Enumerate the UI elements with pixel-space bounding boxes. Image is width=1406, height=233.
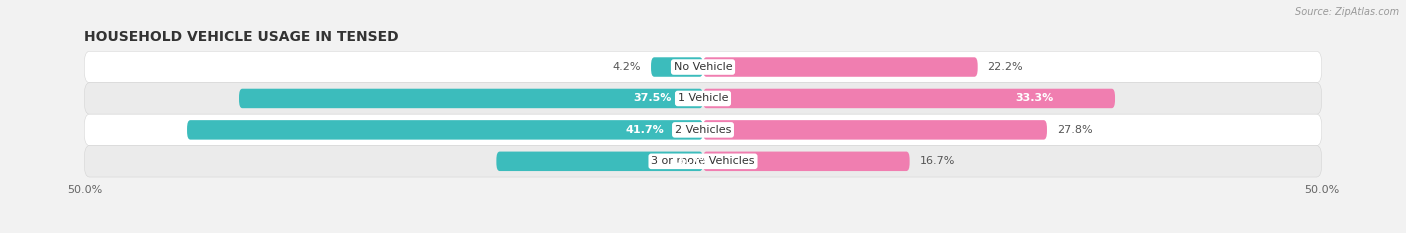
FancyBboxPatch shape — [703, 152, 910, 171]
FancyBboxPatch shape — [84, 51, 1322, 83]
Text: HOUSEHOLD VEHICLE USAGE IN TENSED: HOUSEHOLD VEHICLE USAGE IN TENSED — [84, 30, 399, 44]
Text: 1 Vehicle: 1 Vehicle — [678, 93, 728, 103]
FancyBboxPatch shape — [84, 146, 1322, 177]
FancyBboxPatch shape — [187, 120, 703, 140]
FancyBboxPatch shape — [84, 83, 1322, 114]
FancyBboxPatch shape — [239, 89, 703, 108]
Text: 16.7%: 16.7% — [920, 156, 955, 166]
FancyBboxPatch shape — [703, 89, 1115, 108]
Text: Source: ZipAtlas.com: Source: ZipAtlas.com — [1295, 7, 1399, 17]
FancyBboxPatch shape — [703, 57, 977, 77]
Text: 33.3%: 33.3% — [1015, 93, 1053, 103]
Text: 3 or more Vehicles: 3 or more Vehicles — [651, 156, 755, 166]
FancyBboxPatch shape — [84, 114, 1322, 146]
Legend: Owner-occupied, Renter-occupied: Owner-occupied, Renter-occupied — [583, 231, 823, 233]
Text: 4.2%: 4.2% — [613, 62, 641, 72]
Text: 2 Vehicles: 2 Vehicles — [675, 125, 731, 135]
Text: 27.8%: 27.8% — [1057, 125, 1092, 135]
Text: 16.7%: 16.7% — [672, 156, 711, 166]
Text: 22.2%: 22.2% — [987, 62, 1024, 72]
FancyBboxPatch shape — [703, 120, 1047, 140]
Text: 37.5%: 37.5% — [633, 93, 672, 103]
FancyBboxPatch shape — [496, 152, 703, 171]
FancyBboxPatch shape — [651, 57, 703, 77]
Text: No Vehicle: No Vehicle — [673, 62, 733, 72]
Text: 41.7%: 41.7% — [626, 125, 665, 135]
